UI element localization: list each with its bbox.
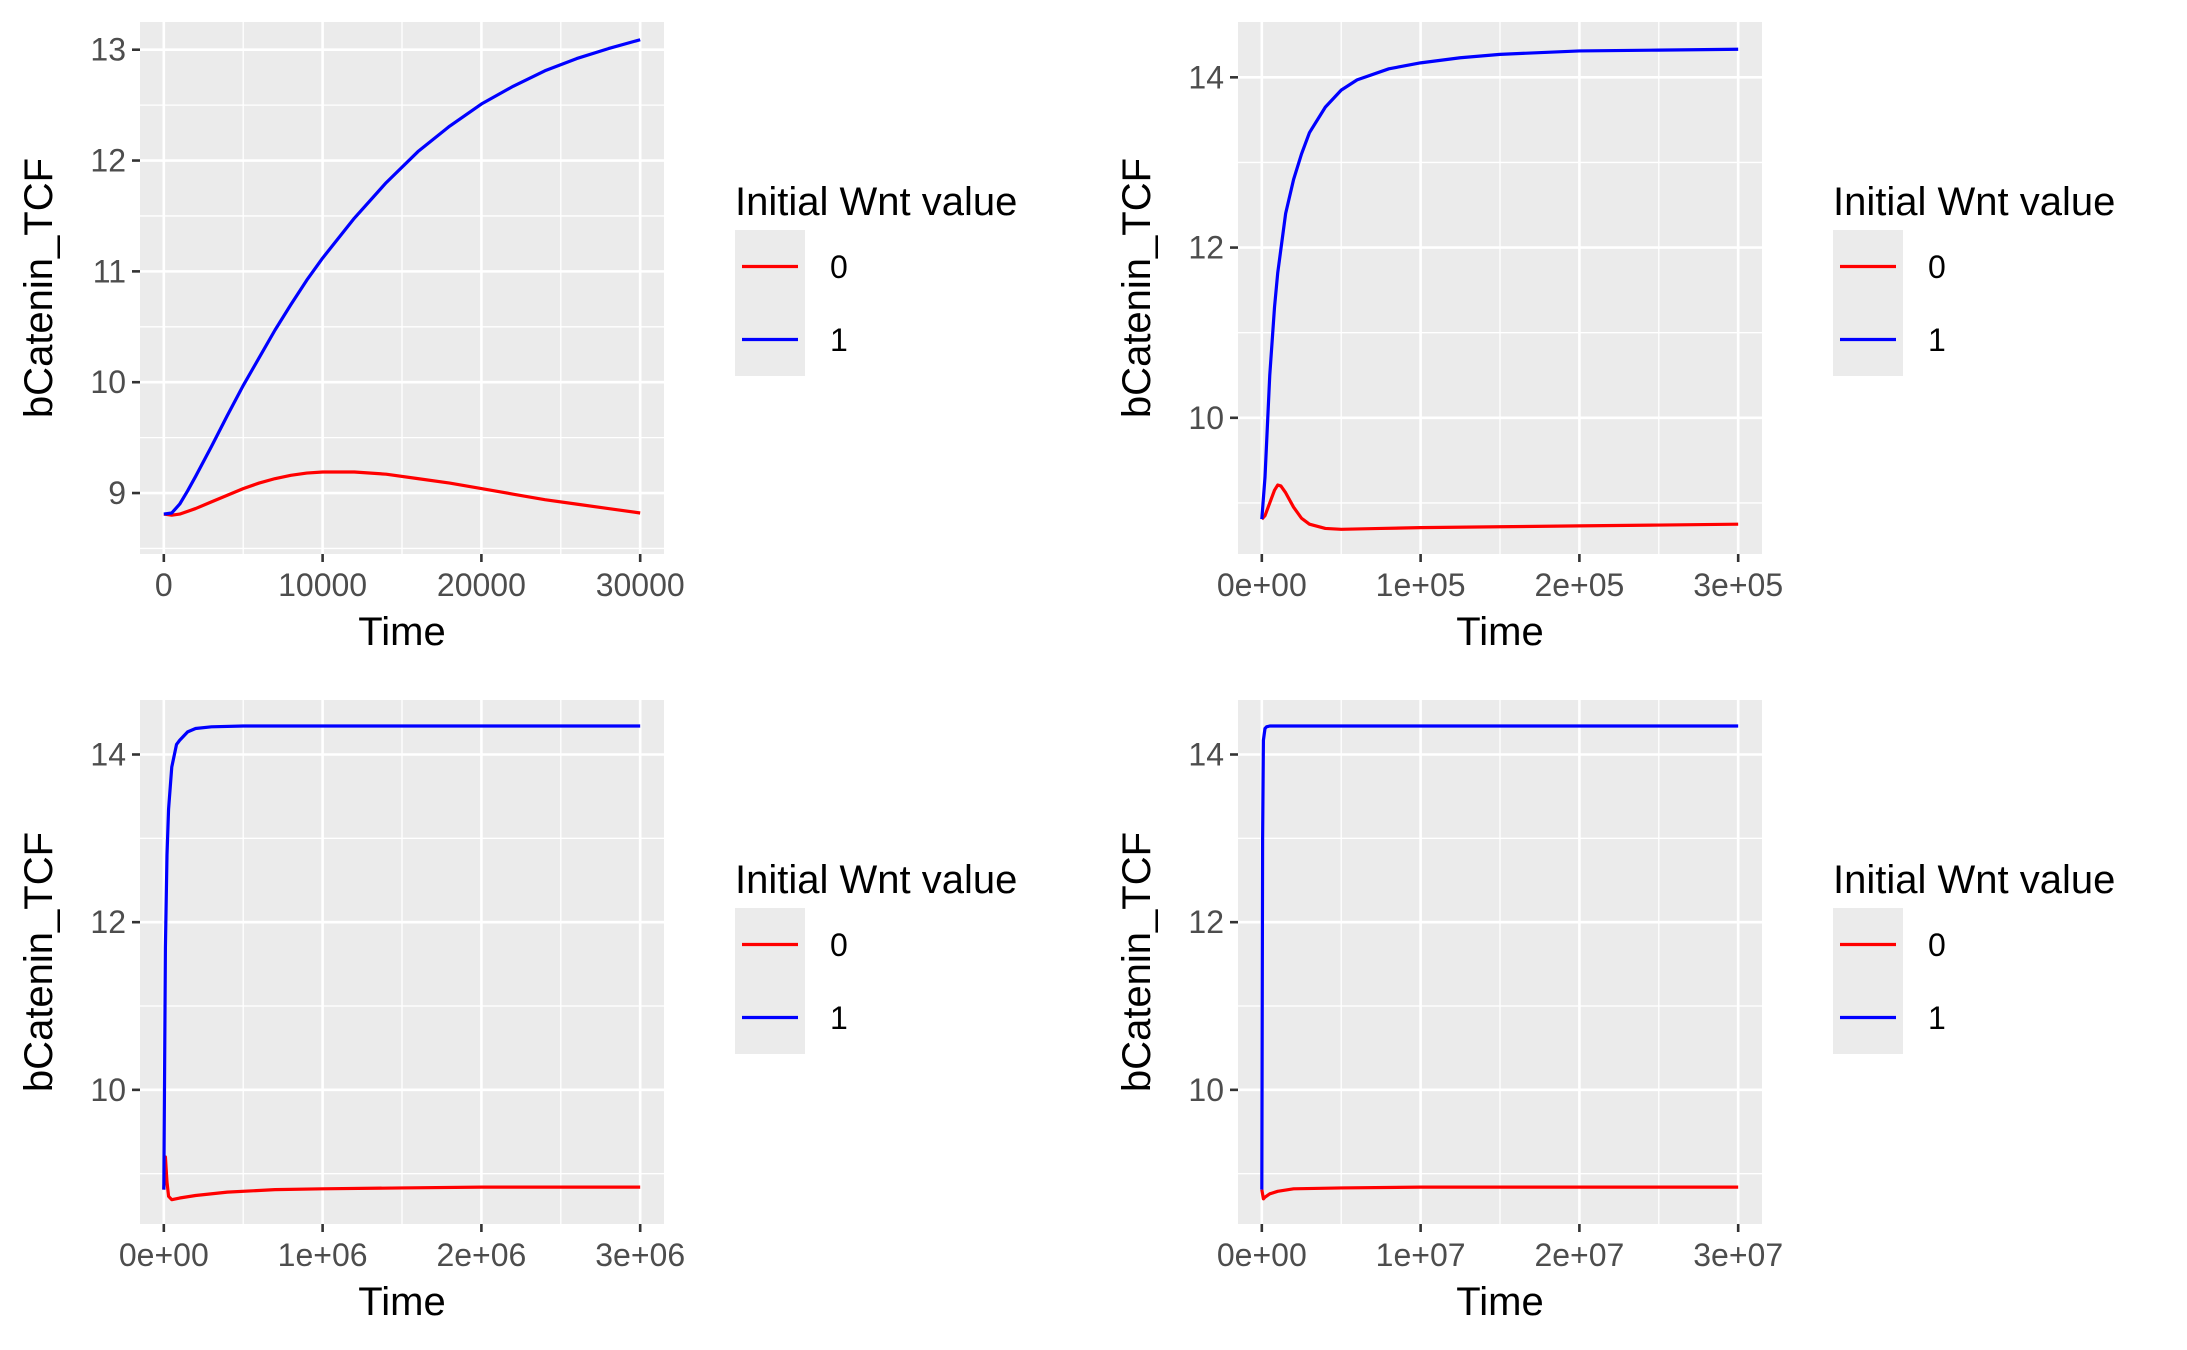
x-axis-title: Time xyxy=(358,610,445,654)
x-axis-title: Time xyxy=(1456,1280,1543,1324)
legend-title: Initial Wnt value xyxy=(1833,858,2115,902)
y-tick-label: 10 xyxy=(90,364,126,400)
y-tick-label: 13 xyxy=(90,32,126,68)
legend-label: 0 xyxy=(1928,249,1946,285)
x-tick-label: 0 xyxy=(155,567,173,603)
y-axis-title: bCatenin_TCF xyxy=(1115,158,1159,418)
y-axis-title: bCatenin_TCF xyxy=(17,158,61,418)
legend-label: 0 xyxy=(830,249,848,285)
legend: Initial Wnt value 0 1 xyxy=(735,180,1017,376)
x-tick-label: 1e+07 xyxy=(1376,1237,1466,1273)
legend: Initial Wnt value 0 1 xyxy=(1833,180,2115,376)
y-tick-label: 10 xyxy=(1188,400,1224,436)
x-tick-label: 1e+05 xyxy=(1376,567,1466,603)
x-tick-label: 2e+05 xyxy=(1534,567,1624,603)
y-tick-label: 11 xyxy=(93,253,126,289)
x-tick-label: 20000 xyxy=(437,567,526,603)
x-tick-label: 3e+05 xyxy=(1693,567,1783,603)
legend: Initial Wnt value 0 1 xyxy=(735,858,1017,1054)
x-tick-label: 2e+07 xyxy=(1534,1237,1624,1273)
x-tick-label: 10000 xyxy=(278,567,367,603)
series-line-0 xyxy=(1260,1185,1739,1201)
series-line-0 xyxy=(1260,483,1739,531)
x-tick-label: 1e+06 xyxy=(278,1237,368,1273)
x-tick-label: 3e+06 xyxy=(595,1237,685,1273)
legend-label: 1 xyxy=(830,1000,848,1036)
legend-label: 0 xyxy=(1928,927,1946,963)
series-line-0 xyxy=(163,470,641,517)
legend-label: 1 xyxy=(1928,322,1946,358)
y-axis-title: bCatenin_TCF xyxy=(17,832,61,1092)
y-tick-label: 12 xyxy=(1188,904,1224,940)
x-tick-label: 3e+07 xyxy=(1693,1237,1783,1273)
series-line-1 xyxy=(1260,724,1739,1190)
y-tick-label: 12 xyxy=(90,904,126,940)
y-axis-title: bCatenin_TCF xyxy=(1115,832,1159,1092)
legend: Initial Wnt value 0 1 xyxy=(1833,858,2115,1054)
y-tick-label: 14 xyxy=(1188,59,1224,95)
x-axis-title: Time xyxy=(1456,610,1543,654)
series-line-1 xyxy=(1260,47,1739,520)
y-tick-label: 12 xyxy=(1188,230,1224,266)
x-tick-label: 0e+00 xyxy=(1217,567,1307,603)
x-tick-label: 0e+00 xyxy=(119,1237,209,1273)
legend-label: 1 xyxy=(830,322,848,358)
x-tick-label: 0e+00 xyxy=(1217,1237,1307,1273)
legend-title: Initial Wnt value xyxy=(735,858,1017,902)
y-tick-label: 12 xyxy=(90,143,126,179)
legend-label: 1 xyxy=(1928,1000,1946,1036)
y-tick-label: 10 xyxy=(90,1072,126,1108)
y-tick-label: 9 xyxy=(108,475,126,511)
y-tick-label: 10 xyxy=(1188,1072,1224,1108)
x-tick-label: 2e+06 xyxy=(436,1237,526,1273)
x-axis-title: Time xyxy=(358,1280,445,1324)
y-tick-label: 14 xyxy=(90,736,126,772)
series-line-1 xyxy=(162,724,641,1190)
legend-title: Initial Wnt value xyxy=(1833,180,2115,224)
legend-title: Initial Wnt value xyxy=(735,180,1017,224)
series-line-1 xyxy=(163,38,641,516)
series-line-0 xyxy=(162,1155,641,1202)
x-tick-label: 30000 xyxy=(596,567,685,603)
y-tick-label: 14 xyxy=(1188,736,1224,772)
legend-label: 0 xyxy=(830,927,848,963)
